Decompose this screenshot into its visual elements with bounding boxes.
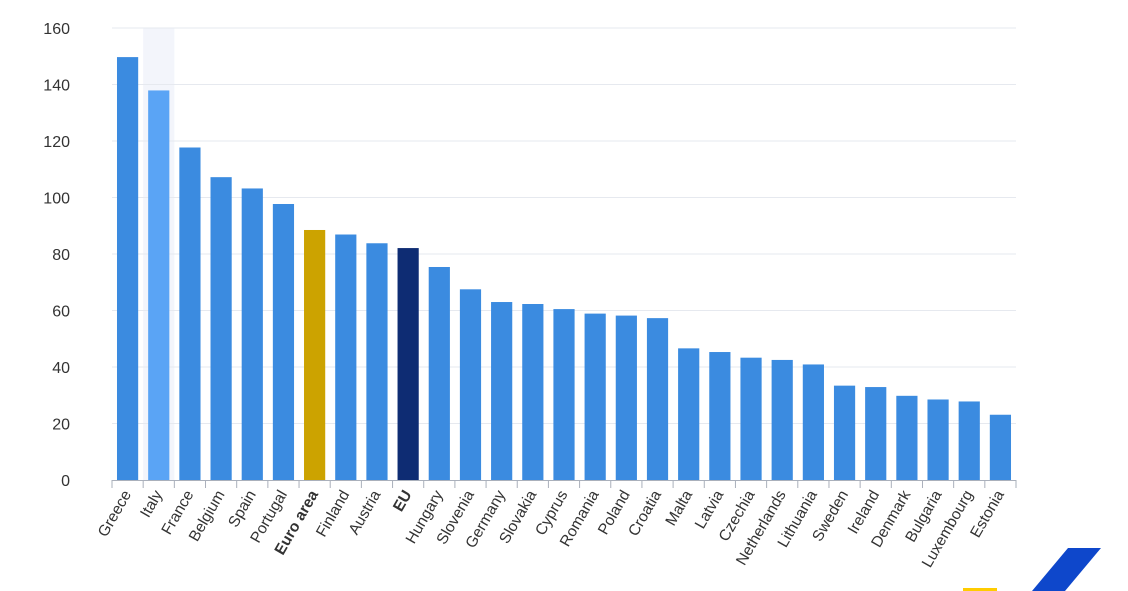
logo-yellow-mark-icon	[963, 588, 997, 591]
bar-france[interactable]	[179, 147, 201, 480]
bar-cyprus[interactable]	[553, 309, 575, 480]
y-tick-label-160: 160	[43, 21, 70, 38]
bar-bulgaria[interactable]	[927, 399, 949, 480]
bars[interactable]	[116, 57, 1012, 481]
bar-sweden[interactable]	[833, 385, 856, 480]
bar-netherlands[interactable]	[771, 359, 793, 480]
y-tick-label-140: 140	[43, 78, 70, 95]
bar-eu[interactable]	[397, 248, 419, 480]
bar-euro-area[interactable]	[304, 229, 326, 480]
y-tick-label-80: 80	[52, 247, 70, 264]
bar-austria[interactable]	[366, 243, 388, 480]
bar-poland[interactable]	[615, 315, 637, 480]
y-tick-label-40: 40	[52, 360, 70, 377]
bar-romania[interactable]	[584, 313, 606, 480]
bar-portugal[interactable]	[272, 203, 295, 480]
bar-belgium[interactable]	[210, 177, 232, 480]
bar-finland[interactable]	[335, 234, 357, 480]
bar-latvia[interactable]	[709, 352, 731, 480]
bar-denmark[interactable]	[896, 395, 918, 480]
bar-estonia[interactable]	[989, 414, 1012, 480]
bar-lithuania[interactable]	[802, 364, 824, 480]
bar-italy[interactable]	[148, 90, 170, 481]
bar-greece[interactable]	[116, 57, 139, 480]
bar-ireland[interactable]	[865, 387, 887, 480]
y-tick-label-60: 60	[52, 304, 70, 321]
y-tick-label-0: 0	[61, 473, 70, 490]
bar-czechia[interactable]	[740, 357, 762, 480]
y-tick-label-20: 20	[52, 417, 70, 434]
bar-slovenia[interactable]	[459, 289, 482, 480]
bar-malta[interactable]	[678, 348, 700, 480]
x-axis	[111, 480, 1017, 488]
x-label-eu: EU	[390, 488, 415, 515]
y-axis: 0 20 40 60 80 100 120 140 160	[43, 21, 70, 490]
brand-logo	[963, 548, 1101, 591]
y-tick-label-120: 120	[43, 134, 70, 151]
bar-hungary[interactable]	[428, 266, 450, 480]
bar-slovakia[interactable]	[522, 304, 544, 480]
bar-croatia[interactable]	[646, 318, 669, 480]
x-label-austria: Austria	[346, 487, 385, 538]
bar-germany[interactable]	[491, 302, 513, 480]
x-label-italy: Italy	[137, 487, 166, 520]
x-axis-labels: Greece ItalyFranceBelgiumSpainPortugalEur…	[95, 487, 1008, 570]
logo-blue-stripe-icon	[1032, 548, 1101, 591]
bar-luxembourg[interactable]	[958, 401, 980, 480]
bar-spain[interactable]	[241, 188, 263, 480]
x-label-greece: Greece	[95, 488, 135, 541]
y-tick-label-100: 100	[43, 191, 70, 208]
